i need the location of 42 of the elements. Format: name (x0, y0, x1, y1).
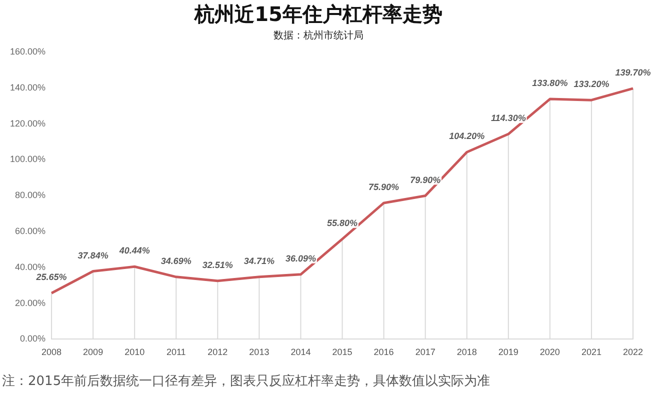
y-tick-label: 80.00% (15, 190, 46, 200)
x-tick-label: 2016 (374, 347, 394, 358)
data-label: 133.80% (532, 78, 568, 88)
data-label: 40.44% (118, 246, 150, 256)
y-tick-label: 0.00% (20, 334, 46, 344)
y-tick-label: 100.00% (10, 154, 46, 164)
data-label: 104.20% (449, 131, 485, 142)
data-label: 36.09% (285, 253, 316, 264)
x-tick-label: 2010 (124, 347, 145, 358)
chart-subtitle: 数据：杭州市统计局 (274, 30, 364, 42)
y-tick-label: 120.00% (10, 118, 46, 128)
x-tick-label: 2015 (332, 347, 352, 358)
chart-title: 杭州近15年住户杠杆率走势 (194, 2, 442, 26)
data-label: 75.90% (368, 182, 400, 192)
data-label: 139.70% (615, 67, 651, 78)
data-label: 55.80% (327, 218, 358, 228)
data-label: 34.69% (160, 256, 192, 266)
x-tick-label: 2013 (249, 347, 270, 358)
x-tick-label: 2014 (290, 347, 311, 358)
x-tick-label: 2012 (208, 347, 228, 358)
x-tick-label: 2011 (166, 347, 186, 358)
x-tick-label: 2021 (581, 347, 602, 358)
x-tick-label: 2022 (622, 347, 644, 358)
x-tick-label: 2019 (498, 347, 518, 358)
x-tick-label: 2018 (456, 347, 477, 358)
x-tick-label: 2008 (42, 347, 62, 358)
y-tick-label: 160.00% (10, 46, 46, 56)
y-tick-label: 140.00% (10, 82, 46, 92)
data-label: 133.20% (574, 79, 610, 90)
x-tick-label: 2009 (83, 347, 104, 358)
y-tick-label: 20.00% (15, 298, 46, 308)
x-tick-label: 2017 (415, 347, 436, 358)
text: 注：2015年前后数据统一口径有差异，图表只反应杠杆率走势，具体数值以实际为准 (2, 373, 490, 390)
data-label: 79.90% (410, 174, 441, 185)
data-label: 34.71% (244, 256, 274, 266)
x-tick-label: 2020 (540, 347, 560, 358)
y-tick-label: 40.00% (15, 262, 46, 272)
data-label: 37.84% (78, 250, 108, 260)
data-label: 25.65% (35, 272, 67, 282)
data-label: 114.30% (490, 113, 526, 124)
data-label: 32.51% (202, 260, 233, 270)
y-tick-label: 60.00% (15, 226, 46, 236)
